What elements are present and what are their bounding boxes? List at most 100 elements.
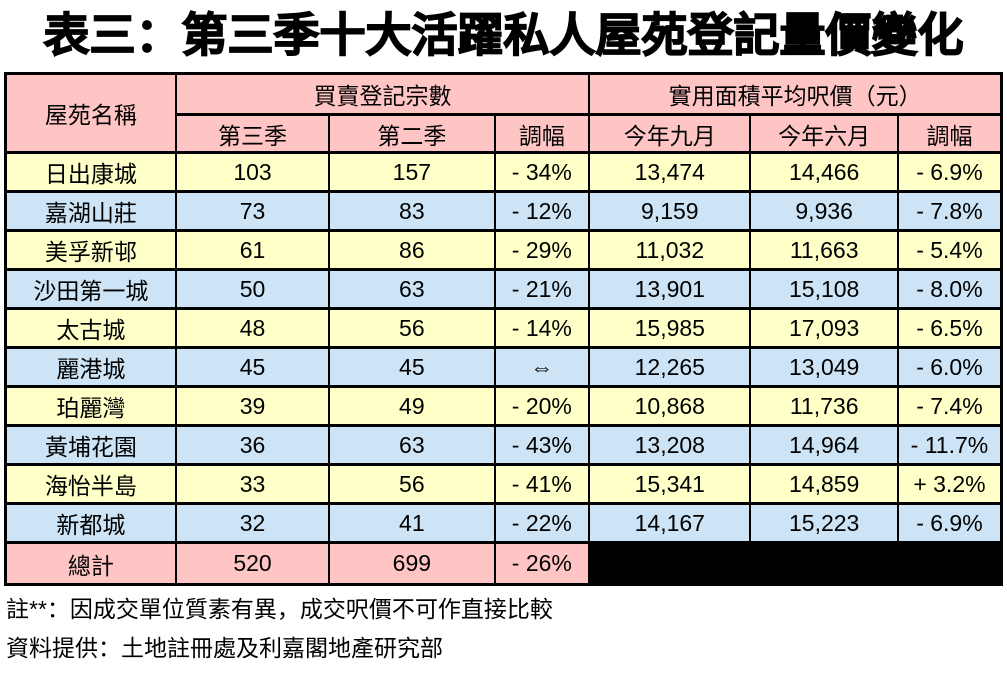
q2-count-cell: 45 (328, 346, 496, 389)
vol-change-cell: - 29% (493, 229, 591, 272)
price-change-cell: - 6.0% (896, 346, 1003, 389)
sep-price-cell: 13,474 (588, 151, 752, 194)
q2-count-cell: 56 (328, 463, 496, 506)
price-change-cell: - 5.4% (896, 229, 1003, 272)
price-change-cell: - 6.9% (896, 502, 1003, 545)
col-header-price-change: 調幅 (896, 113, 1003, 155)
total-change-cell: - 26% (493, 541, 591, 587)
price-change-cell: - 8.0% (896, 268, 1003, 311)
vol-change-cell: - 14% (493, 307, 591, 350)
q2-count-cell: 63 (328, 268, 496, 311)
sep-price-cell: 14,167 (588, 502, 752, 545)
jun-price-cell: 14,466 (749, 151, 899, 194)
col-header-q2: 第二季 (328, 113, 496, 155)
col-header-q3: 第三季 (174, 113, 331, 155)
table-row: 美孚新邨 61 86 - 29% 11,032 11,663 - 5.4% (4, 229, 1003, 272)
q2-count-cell: 157 (328, 151, 496, 194)
q2-count-cell: 63 (328, 424, 496, 467)
jun-price-cell: 13,049 (749, 346, 899, 389)
group-header-registrations: 買賣登記宗數 (174, 72, 591, 117)
jun-price-cell: 9,936 (749, 190, 899, 233)
sep-price-cell: 11,032 (588, 229, 752, 272)
estate-name-cell: 沙田第一城 (4, 268, 177, 311)
table-row: 太古城 48 56 - 14% 15,985 17,093 - 6.5% (4, 307, 1003, 350)
sep-price-cell: 15,985 (588, 307, 752, 350)
estate-name-cell: 麗港城 (4, 346, 177, 389)
vol-change-cell: - 21% (493, 268, 591, 311)
q3-count-cell: 61 (174, 229, 331, 272)
col-header-september: 今年九月 (588, 113, 752, 155)
col-header-june: 今年六月 (749, 113, 899, 155)
price-change-cell: - 7.8% (896, 190, 1003, 233)
total-row: 總計 520 699 - 26% (4, 541, 1003, 587)
q2-count-cell: 56 (328, 307, 496, 350)
estate-name-cell: 珀麗灣 (4, 385, 177, 428)
estate-name-cell: 太古城 (4, 307, 177, 350)
vol-change-cell: - 43% (493, 424, 591, 467)
footnote: 註**：因成交單位質素有異，成交呎價不可作直接比較 (6, 596, 553, 623)
estate-name-cell: 黃埔花園 (4, 424, 177, 467)
page-title: 表三：第三季十大活躍私人屋苑登記量價變化 (43, 8, 964, 61)
notes-section: 註**：因成交單位質素有異，成交呎價不可作直接比較 資料提供：土地註冊處及利嘉閣… (4, 586, 1003, 664)
q2-count-cell: 41 (328, 502, 496, 545)
sep-price-cell: 9,159 (588, 190, 752, 233)
q2-count-cell: 86 (328, 229, 496, 272)
q3-count-cell: 36 (174, 424, 331, 467)
jun-price-cell: 17,093 (749, 307, 899, 350)
price-change-cell: - 11.7% (896, 424, 1003, 467)
jun-price-cell: 14,964 (749, 424, 899, 467)
estate-name-cell: 嘉湖山莊 (4, 190, 177, 233)
col-header-estate-name: 屋苑名稱 (4, 72, 177, 155)
vol-change-cell: - 34% (493, 151, 591, 194)
group-header-avg-price: 實用面積平均呎價（元） (588, 72, 1003, 117)
table-row: 麗港城 45 45 ⇔ 12,265 13,049 - 6.0% (4, 346, 1003, 389)
q3-count-cell: 48 (174, 307, 331, 350)
price-change-cell: - 6.5% (896, 307, 1003, 350)
table-row: 沙田第一城 50 63 - 21% 13,901 15,108 - 8.0% (4, 268, 1003, 311)
vol-change-cell: - 20% (493, 385, 591, 428)
price-change-cell: + 3.2% (896, 463, 1003, 506)
total-q3-cell: 520 (174, 541, 331, 587)
table-row: 珀麗灣 39 49 - 20% 10,868 11,736 - 7.4% (4, 385, 1003, 428)
estates-table: 屋苑名稱 買賣登記宗數 實用面積平均呎價（元） 第三季 第二季 調幅 今年九月 … (4, 72, 1003, 587)
vol-change-cell: - 12% (493, 190, 591, 233)
blackout-cell (588, 541, 1003, 587)
col-header-vol-change: 調幅 (493, 113, 591, 155)
q3-count-cell: 73 (174, 190, 331, 233)
estate-name-cell: 日出康城 (4, 151, 177, 194)
q2-count-cell: 83 (328, 190, 496, 233)
total-q2-cell: 699 (328, 541, 496, 587)
jun-price-cell: 14,859 (749, 463, 899, 506)
table-row: 海怡半島 33 56 - 41% 15,341 14,859 + 3.2% (4, 463, 1003, 506)
table-row: 日出康城 103 157 - 34% 13,474 14,466 - 6.9% (4, 151, 1003, 194)
q3-count-cell: 45 (174, 346, 331, 389)
sep-price-cell: 10,868 (588, 385, 752, 428)
jun-price-cell: 15,223 (749, 502, 899, 545)
vol-change-cell: - 22% (493, 502, 591, 545)
estate-name-cell: 美孚新邨 (4, 229, 177, 272)
jun-price-cell: 15,108 (749, 268, 899, 311)
sep-price-cell: 15,341 (588, 463, 752, 506)
sep-price-cell: 13,901 (588, 268, 752, 311)
q3-count-cell: 50 (174, 268, 331, 311)
estate-name-cell: 海怡半島 (4, 463, 177, 506)
total-label-cell: 總計 (4, 541, 177, 587)
sep-price-cell: 12,265 (588, 346, 752, 389)
no-change-arrow-icon: ⇔ (493, 346, 591, 389)
q3-count-cell: 33 (174, 463, 331, 506)
sep-price-cell: 13,208 (588, 424, 752, 467)
vol-change-cell: - 41% (493, 463, 591, 506)
q2-count-cell: 49 (328, 385, 496, 428)
q3-count-cell: 103 (174, 151, 331, 194)
price-change-cell: - 7.4% (896, 385, 1003, 428)
q3-count-cell: 32 (174, 502, 331, 545)
estate-name-cell: 新都城 (4, 502, 177, 545)
table-row: 嘉湖山莊 73 83 - 12% 9,159 9,936 - 7.8% (4, 190, 1003, 233)
jun-price-cell: 11,736 (749, 385, 899, 428)
source-note: 資料提供：土地註冊處及利嘉閣地產研究部 (6, 634, 443, 661)
q3-count-cell: 39 (174, 385, 331, 428)
table-row: 新都城 32 41 - 22% 14,167 15,223 - 6.9% (4, 502, 1003, 545)
jun-price-cell: 11,663 (749, 229, 899, 272)
price-change-cell: - 6.9% (896, 151, 1003, 194)
